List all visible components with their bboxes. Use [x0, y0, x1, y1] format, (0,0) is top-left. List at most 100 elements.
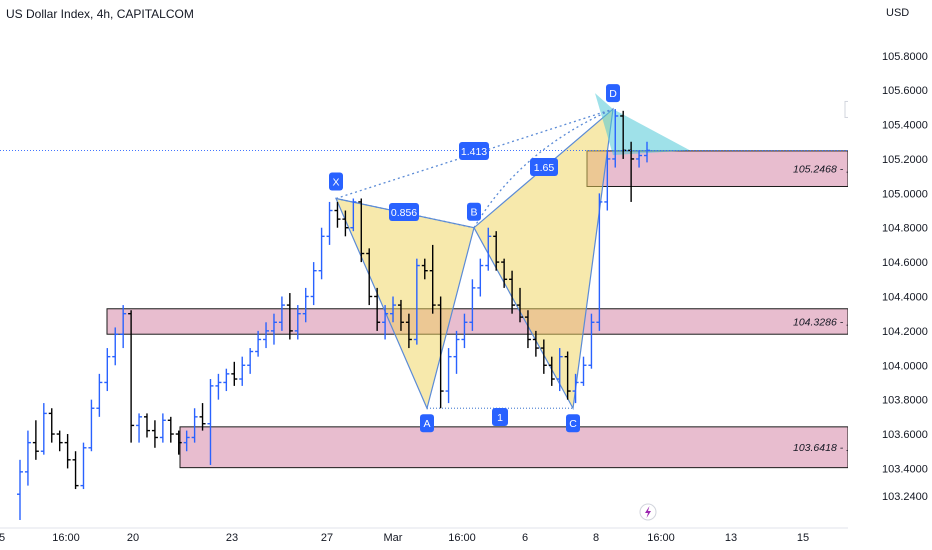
candle[interactable]: [80, 442, 87, 490]
candle[interactable]: [231, 361, 238, 386]
candle[interactable]: [175, 430, 182, 455]
candle[interactable]: [493, 231, 500, 271]
candle[interactable]: [397, 299, 404, 331]
projection-zone[interactable]: [595, 93, 690, 156]
ratio-tag-label: 1.65: [534, 162, 555, 174]
candle[interactable]: [270, 313, 277, 345]
candle[interactable]: [477, 258, 484, 297]
candle[interactable]: [239, 356, 246, 386]
candle[interactable]: [24, 430, 31, 486]
candle[interactable]: [247, 348, 254, 374]
candle[interactable]: [413, 258, 420, 345]
candle[interactable]: [278, 296, 285, 331]
candle[interactable]: [326, 201, 333, 245]
candle[interactable]: [151, 420, 158, 448]
candle[interactable]: [112, 327, 119, 366]
candle[interactable]: [485, 227, 492, 271]
candle[interactable]: [223, 368, 230, 392]
candle[interactable]: [572, 373, 579, 404]
candle[interactable]: [183, 430, 190, 452]
candle[interactable]: [469, 279, 476, 331]
point-tag-label: X: [332, 176, 339, 188]
candle[interactable]: [350, 198, 357, 232]
candle[interactable]: [636, 150, 643, 168]
ratio-tag[interactable]: 1: [492, 408, 508, 426]
candle[interactable]: [191, 408, 198, 443]
candle[interactable]: [612, 109, 619, 168]
candle[interactable]: [532, 330, 539, 357]
candle[interactable]: [88, 399, 95, 452]
candle[interactable]: [596, 193, 603, 331]
candle[interactable]: [255, 330, 262, 357]
candle[interactable]: [159, 413, 166, 443]
candle[interactable]: [461, 313, 468, 349]
candle[interactable]: [509, 270, 516, 314]
candle[interactable]: [390, 296, 397, 323]
price-axis-panel[interactable]: [848, 0, 932, 550]
candle[interactable]: [604, 150, 611, 211]
candle[interactable]: [72, 451, 79, 490]
candle[interactable]: [310, 262, 317, 306]
candle[interactable]: [64, 434, 71, 469]
candle[interactable]: [318, 227, 325, 280]
candle[interactable]: [302, 287, 309, 323]
supply-demand-zone[interactable]: [106, 308, 849, 335]
pattern-triangle-xab[interactable]: [334, 197, 475, 411]
point-tag[interactable]: D: [606, 84, 620, 103]
candle[interactable]: [366, 248, 373, 306]
candle[interactable]: [556, 348, 563, 392]
candle[interactable]: [104, 348, 111, 392]
ratio-tag[interactable]: 1.65: [530, 158, 558, 176]
candle[interactable]: [405, 313, 412, 349]
point-tag[interactable]: A: [420, 414, 434, 433]
x-tick-label: 20: [127, 532, 139, 544]
candle[interactable]: [48, 408, 55, 443]
lightning-icon[interactable]: [639, 503, 657, 521]
candle[interactable]: [453, 330, 460, 374]
candle[interactable]: [437, 296, 444, 409]
candle[interactable]: [358, 198, 365, 263]
ratio-tag[interactable]: 0.856: [389, 203, 419, 221]
point-tag[interactable]: B: [467, 202, 481, 221]
currency-label: USD: [886, 7, 909, 19]
ratio-tag-bg: [492, 408, 508, 426]
candle[interactable]: [374, 287, 381, 331]
candle[interactable]: [564, 351, 571, 400]
candle[interactable]: [96, 373, 103, 417]
candle[interactable]: [517, 287, 524, 323]
supply-demand-zone[interactable]: [179, 426, 849, 469]
candle[interactable]: [580, 356, 587, 386]
candle[interactable]: [429, 244, 436, 314]
point-tag[interactable]: C: [566, 414, 580, 433]
candle[interactable]: [128, 310, 135, 443]
candle[interactable]: [136, 413, 143, 443]
candle[interactable]: [286, 293, 293, 340]
candle[interactable]: [501, 258, 508, 288]
candle[interactable]: [56, 430, 63, 452]
candle[interactable]: [215, 373, 222, 400]
candle[interactable]: [540, 339, 547, 374]
candle[interactable]: [207, 379, 214, 465]
candle[interactable]: [421, 258, 428, 280]
point-tag[interactable]: X: [329, 172, 343, 191]
candle[interactable]: [199, 403, 206, 431]
candle[interactable]: [382, 305, 389, 340]
y-tick-label: 105.4000: [882, 120, 928, 132]
candle[interactable]: [294, 305, 301, 340]
ratio-tag[interactable]: 1.413: [459, 142, 489, 160]
candle[interactable]: [524, 310, 531, 349]
candle[interactable]: [167, 416, 174, 443]
candle[interactable]: [40, 403, 47, 455]
candle[interactable]: [17, 459, 23, 520]
candle[interactable]: [263, 322, 270, 349]
candle[interactable]: [548, 356, 555, 386]
candle[interactable]: [342, 210, 349, 237]
candle[interactable]: [445, 348, 452, 404]
candle[interactable]: [143, 413, 150, 438]
candle[interactable]: [334, 201, 341, 228]
candle[interactable]: [120, 305, 127, 349]
y-tick-label: 105.8000: [882, 51, 928, 63]
candle[interactable]: [588, 313, 595, 369]
candle[interactable]: [32, 420, 39, 460]
